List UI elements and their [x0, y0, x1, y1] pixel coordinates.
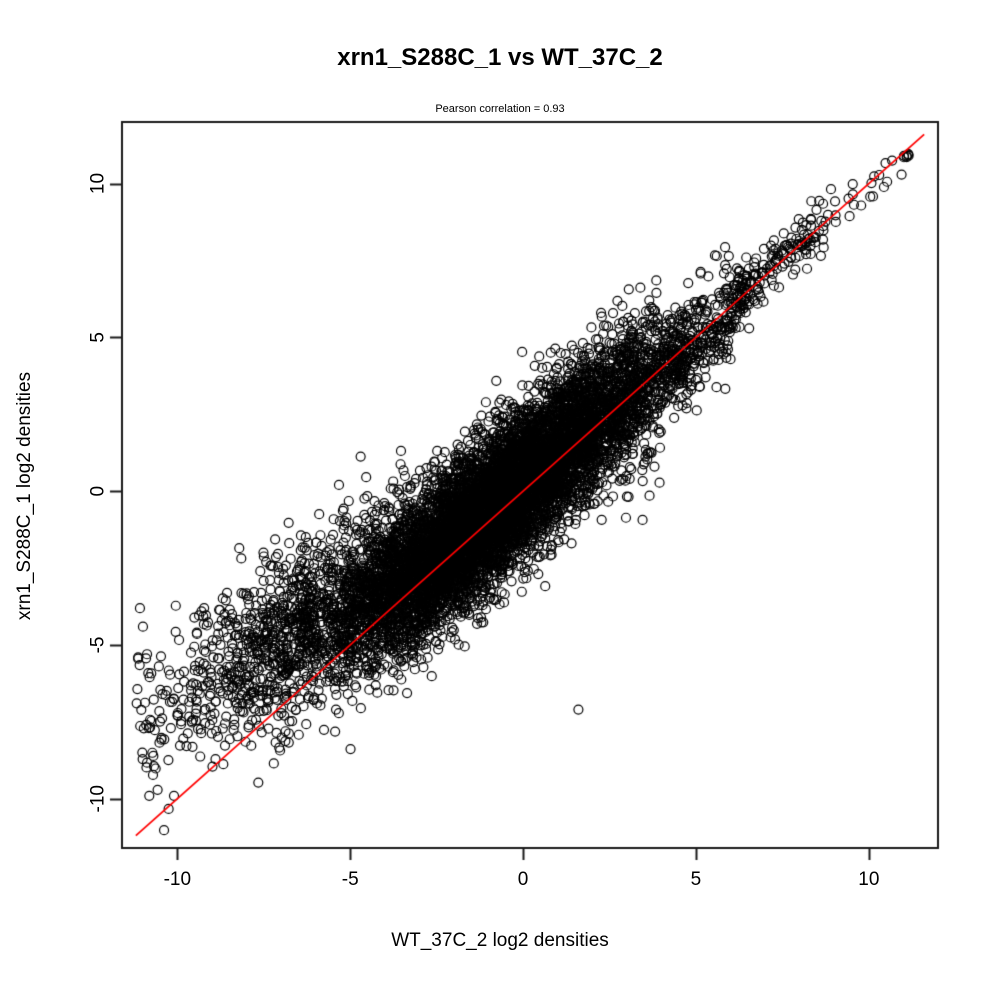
y-axis-title: xrn1_S288C_1 log2 densities: [14, 371, 35, 621]
x-axis-title: WT_37C_2 log2 densities: [391, 930, 609, 951]
